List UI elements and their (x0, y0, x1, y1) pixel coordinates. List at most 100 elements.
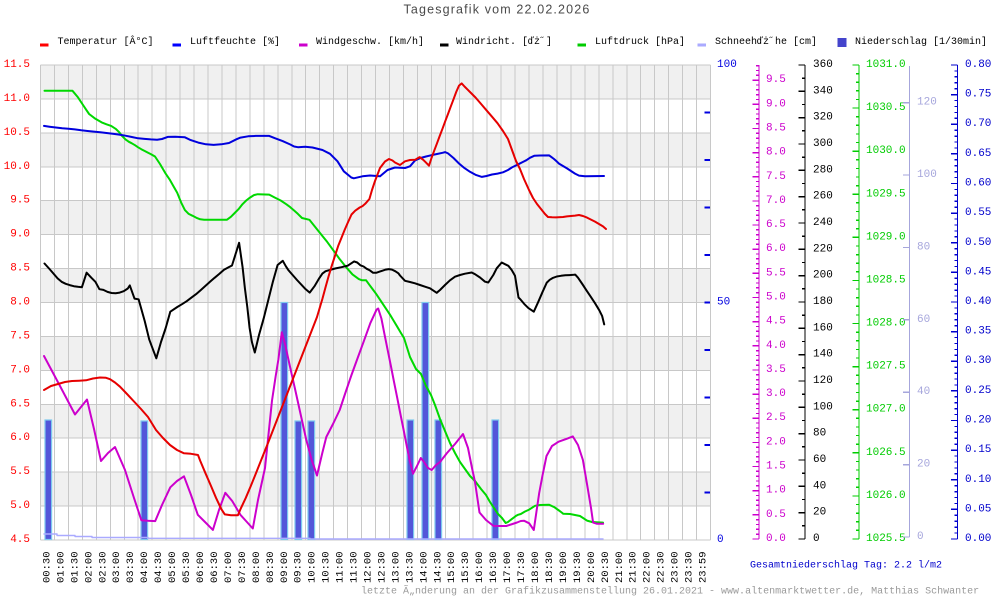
svg-text:04:30: 04:30 (153, 551, 165, 583)
svg-text:letzte Ã„nderung an der Grafik: letzte Ã„nderung an der Grafikzusammenst… (361, 585, 979, 598)
svg-text:01:00: 01:00 (55, 551, 67, 583)
svg-text:8.0: 8.0 (766, 147, 786, 159)
svg-text:4.5: 4.5 (766, 316, 786, 328)
svg-text:0.45: 0.45 (965, 266, 991, 278)
svg-text:03:00: 03:00 (111, 551, 123, 583)
svg-text:Gesamtniederschlag Tag: 2.2 l/: Gesamtniederschlag Tag: 2.2 l/m2 (750, 560, 942, 572)
svg-text:220: 220 (813, 243, 833, 255)
svg-text:6.0: 6.0 (766, 243, 786, 255)
svg-text:120: 120 (917, 97, 937, 109)
svg-text:08:00: 08:00 (251, 551, 263, 583)
svg-text:9.0: 9.0 (10, 229, 30, 241)
svg-text:Windricht. [ďż˝]: Windricht. [ďż˝] (456, 35, 552, 48)
svg-text:05:30: 05:30 (181, 551, 193, 583)
svg-text:18:00: 18:00 (530, 551, 542, 583)
svg-text:1025.5: 1025.5 (866, 533, 906, 545)
svg-text:8.0: 8.0 (10, 297, 30, 309)
svg-text:1026.5: 1026.5 (866, 447, 906, 459)
svg-text:Tagesgrafik vom 22.02.2026: Tagesgrafik vom 22.02.2026 (404, 3, 591, 17)
svg-text:0.35: 0.35 (965, 326, 991, 338)
svg-text:1030.5: 1030.5 (866, 102, 906, 114)
svg-text:0.40: 0.40 (965, 296, 991, 308)
svg-text:7.0: 7.0 (10, 364, 30, 376)
svg-text:05:00: 05:00 (167, 551, 179, 583)
svg-text:40: 40 (813, 480, 826, 492)
svg-text:100: 100 (813, 401, 833, 413)
svg-text:120: 120 (813, 375, 833, 387)
svg-text:260: 260 (813, 191, 833, 203)
svg-text:Windgeschw. [km/h]: Windgeschw. [km/h] (316, 36, 424, 48)
svg-text:0.65: 0.65 (965, 148, 991, 160)
svg-text:Temperatur [Â°C]: Temperatur [Â°C] (58, 34, 154, 48)
svg-text:17:00: 17:00 (502, 551, 514, 583)
svg-text:23:00: 23:00 (670, 551, 682, 583)
svg-text:1029.0: 1029.0 (866, 231, 906, 243)
svg-text:9.5: 9.5 (766, 74, 786, 86)
svg-text:8.5: 8.5 (10, 263, 30, 275)
svg-text:06:00: 06:00 (195, 551, 207, 583)
svg-text:19:00: 19:00 (558, 551, 570, 583)
svg-text:4.0: 4.0 (766, 340, 786, 352)
svg-text:7.5: 7.5 (766, 171, 786, 183)
svg-text:Luftdruck [hPa]: Luftdruck [hPa] (595, 36, 685, 48)
svg-text:04:00: 04:00 (139, 551, 151, 583)
svg-text:1030.0: 1030.0 (866, 145, 906, 157)
svg-text:10:00: 10:00 (307, 551, 319, 583)
svg-text:00:30: 00:30 (42, 551, 54, 583)
svg-text:06:30: 06:30 (209, 551, 221, 583)
svg-text:20: 20 (917, 459, 930, 471)
svg-text:280: 280 (813, 164, 833, 176)
svg-text:10:30: 10:30 (321, 551, 333, 583)
svg-text:0.80: 0.80 (965, 59, 991, 71)
svg-text:02:00: 02:00 (83, 551, 95, 583)
svg-text:20:00: 20:00 (586, 551, 598, 583)
svg-text:6.0: 6.0 (10, 432, 30, 444)
svg-text:13:00: 13:00 (390, 551, 402, 583)
svg-text:0: 0 (813, 533, 820, 545)
svg-text:03:30: 03:30 (125, 551, 137, 583)
svg-text:21:30: 21:30 (628, 551, 640, 583)
svg-text:15:30: 15:30 (460, 551, 472, 583)
svg-text:1027.5: 1027.5 (866, 361, 906, 373)
svg-text:9.5: 9.5 (10, 195, 30, 207)
svg-text:09:00: 09:00 (279, 551, 291, 583)
svg-text:60: 60 (813, 454, 826, 466)
svg-text:240: 240 (813, 217, 833, 229)
svg-text:8.5: 8.5 (766, 123, 786, 135)
svg-text:0.75: 0.75 (965, 89, 991, 101)
svg-text:0.20: 0.20 (965, 415, 991, 427)
svg-text:7.5: 7.5 (10, 330, 30, 342)
svg-text:08:30: 08:30 (265, 551, 277, 583)
svg-text:07:30: 07:30 (237, 551, 249, 583)
svg-text:09:30: 09:30 (293, 551, 305, 583)
svg-text:0.60: 0.60 (965, 178, 991, 190)
svg-text:180: 180 (813, 296, 833, 308)
svg-text:4.5: 4.5 (10, 534, 30, 546)
svg-text:100: 100 (917, 169, 937, 181)
svg-text:100: 100 (717, 59, 737, 71)
svg-text:0.15: 0.15 (965, 444, 991, 456)
svg-text:80: 80 (917, 241, 930, 253)
svg-text:0: 0 (917, 531, 924, 543)
svg-text:1.5: 1.5 (766, 461, 786, 473)
svg-text:11.5: 11.5 (4, 59, 30, 71)
svg-text:6.5: 6.5 (10, 398, 30, 410)
svg-text:5.5: 5.5 (10, 466, 30, 478)
svg-text:22:30: 22:30 (656, 551, 668, 583)
svg-text:60: 60 (917, 314, 930, 326)
svg-text:0.55: 0.55 (965, 207, 991, 219)
svg-text:0.5: 0.5 (766, 509, 786, 521)
svg-text:2.0: 2.0 (766, 436, 786, 448)
svg-text:2.5: 2.5 (766, 412, 786, 424)
svg-text:0.10: 0.10 (965, 474, 991, 486)
svg-text:3.0: 3.0 (766, 388, 786, 400)
svg-text:0.30: 0.30 (965, 355, 991, 367)
svg-text:0.00: 0.00 (965, 533, 991, 545)
svg-text:15:00: 15:00 (446, 551, 458, 583)
svg-text:1029.5: 1029.5 (866, 188, 906, 200)
svg-text:20:30: 20:30 (600, 551, 612, 583)
svg-text:320: 320 (813, 112, 833, 124)
svg-text:160: 160 (813, 322, 833, 334)
svg-text:0: 0 (717, 534, 724, 546)
svg-text:1028.0: 1028.0 (866, 318, 906, 330)
